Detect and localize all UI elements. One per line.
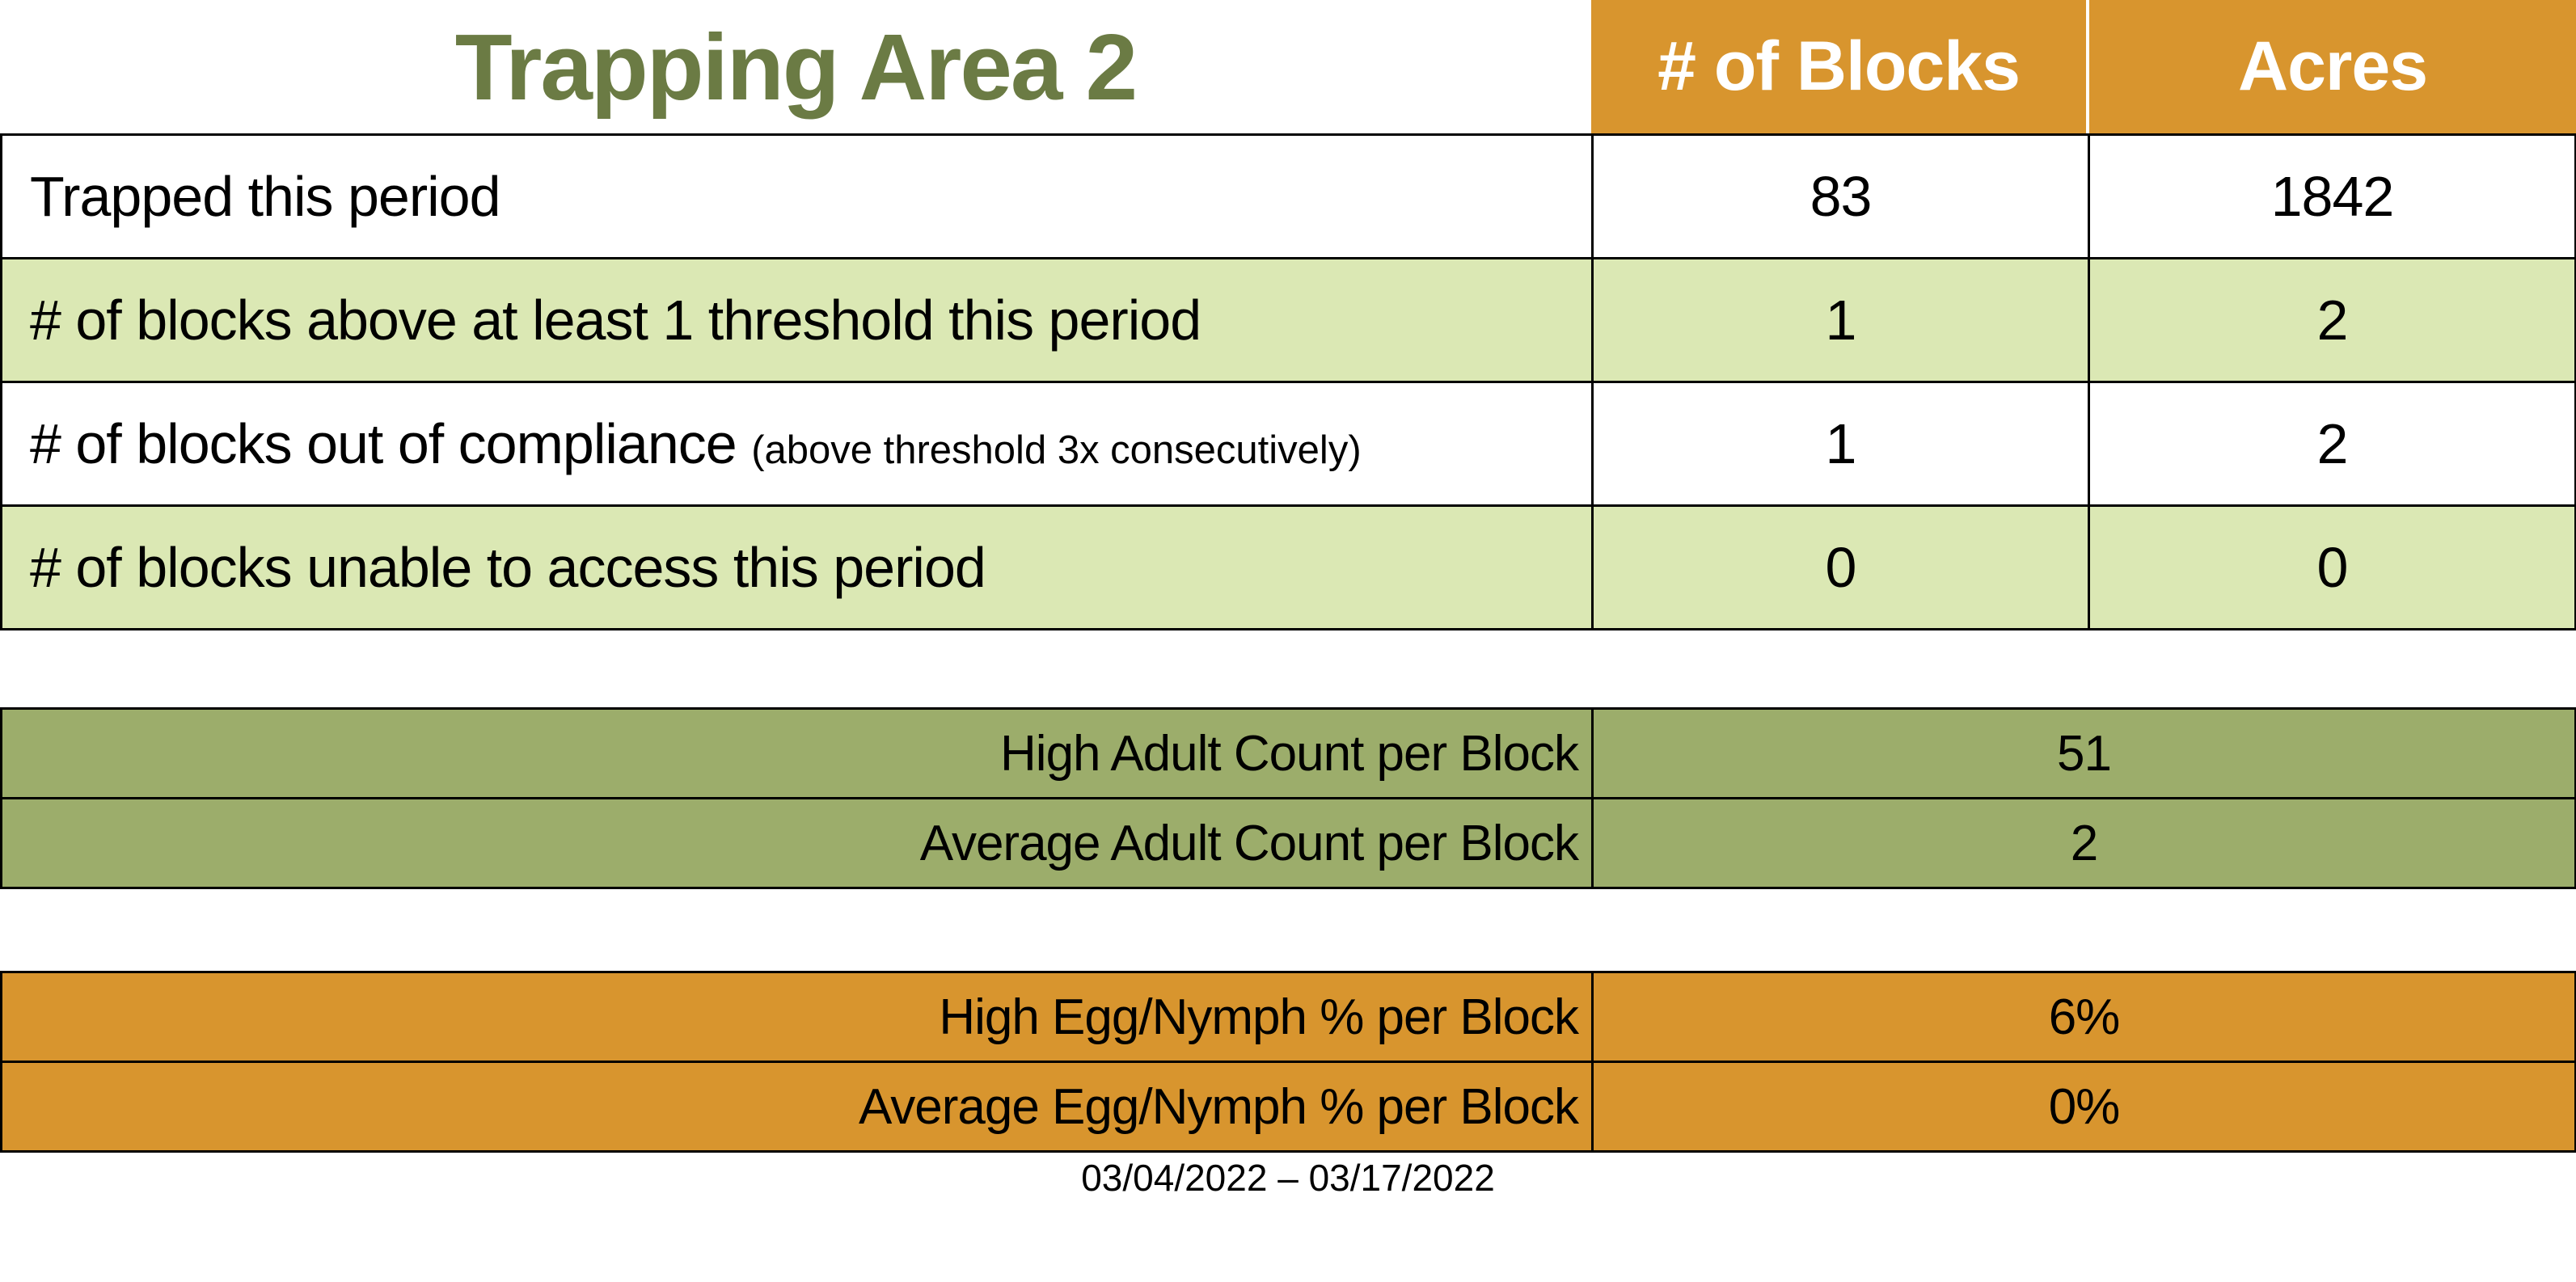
- acres-value: 0: [2088, 504, 2576, 630]
- acres-value: 1842: [2088, 133, 2576, 259]
- egg-nymph-table: High Egg/Nymph % per Block 6% Average Eg…: [0, 971, 2576, 1153]
- table-row: High Adult Count per Block 51: [0, 707, 2576, 799]
- table-row: # of blocks above at least 1 threshold t…: [0, 257, 2576, 383]
- page-title: Trapping Area 2: [454, 14, 1138, 120]
- row-label-note: (above threshold 3x consecutively): [751, 428, 1362, 472]
- row-label-text: # of blocks above at least 1 threshold t…: [30, 289, 1201, 352]
- table-row: Average Adult Count per Block 2: [0, 797, 2576, 889]
- table-row: High Egg/Nymph % per Block 6%: [0, 971, 2576, 1063]
- table-row: Trapped this period 83 1842: [0, 133, 2576, 259]
- row-value: 51: [1591, 707, 2576, 799]
- row-label: # of blocks out of compliance (above thr…: [0, 381, 1594, 507]
- row-label-text: Trapped this period: [30, 165, 501, 228]
- row-label: Average Egg/Nymph % per Block: [0, 1061, 1594, 1153]
- row-label: Trapped this period: [0, 133, 1594, 259]
- adult-count-table: High Adult Count per Block 51 Average Ad…: [0, 707, 2576, 889]
- column-header-acres: Acres: [2089, 0, 2576, 133]
- row-label-text: # of blocks unable to access this period: [30, 536, 986, 599]
- blocks-value: 83: [1591, 133, 2090, 259]
- row-label: High Adult Count per Block: [0, 707, 1594, 799]
- acres-value: 2: [2088, 381, 2576, 507]
- header-band: Trapping Area 2 # of Blocks Acres: [0, 0, 2576, 133]
- blocks-value: 1: [1591, 381, 2090, 507]
- row-label: # of blocks unable to access this period: [0, 504, 1594, 630]
- column-header-blocks: # of Blocks: [1591, 0, 2089, 133]
- summary-table: Trapped this period 83 1842 # of blocks …: [0, 133, 2576, 630]
- row-label: High Egg/Nymph % per Block: [0, 971, 1594, 1063]
- row-label-text: # of blocks out of compliance: [30, 412, 737, 475]
- blocks-value: 0: [1591, 504, 2090, 630]
- acres-value: 2: [2088, 257, 2576, 383]
- row-label: # of blocks above at least 1 threshold t…: [0, 257, 1594, 383]
- blocks-value: 1: [1591, 257, 2090, 383]
- row-value: 0%: [1591, 1061, 2576, 1153]
- table-row: # of blocks out of compliance (above thr…: [0, 381, 2576, 507]
- row-value: 2: [1591, 797, 2576, 889]
- date-range: 03/04/2022 – 03/17/2022: [1081, 1157, 1495, 1199]
- table-row: Average Egg/Nymph % per Block 0%: [0, 1061, 2576, 1153]
- row-label: Average Adult Count per Block: [0, 797, 1594, 889]
- table-row: # of blocks unable to access this period…: [0, 504, 2576, 630]
- row-value: 6%: [1591, 971, 2576, 1063]
